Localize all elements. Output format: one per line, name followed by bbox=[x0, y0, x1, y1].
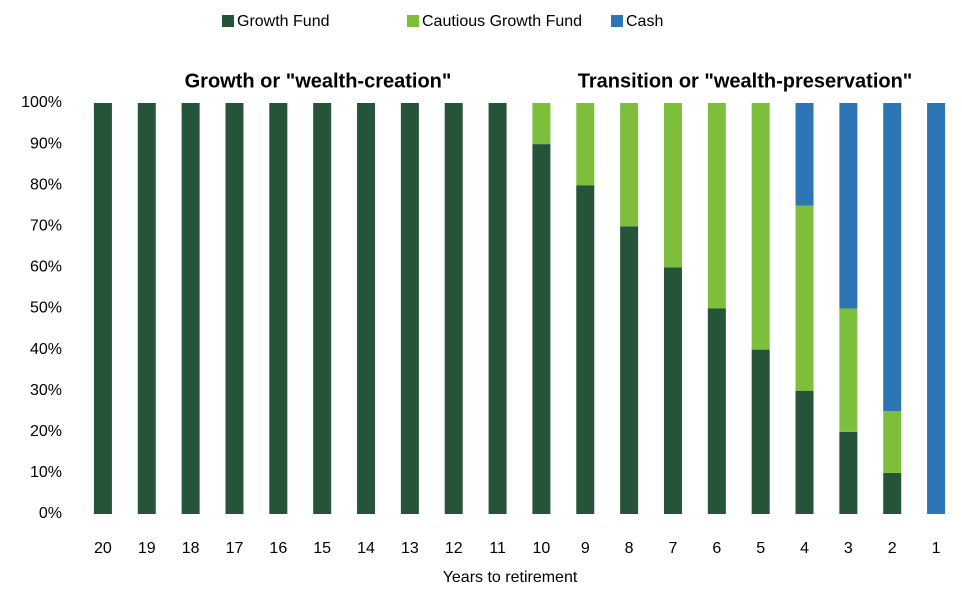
bar-segment bbox=[839, 431, 858, 514]
x-tick-label: 19 bbox=[138, 540, 156, 557]
x-tick-label: 4 bbox=[800, 540, 809, 557]
x-tick-label: 8 bbox=[625, 540, 634, 557]
bar-segment bbox=[269, 103, 288, 514]
bar-segment bbox=[751, 349, 770, 514]
bar-segment bbox=[839, 308, 858, 432]
bar-segment bbox=[181, 103, 200, 514]
y-tick-label: 50% bbox=[30, 300, 62, 317]
y-tick-label: 70% bbox=[30, 218, 62, 235]
annotation: Transition or "wealth-preservation" bbox=[578, 70, 913, 92]
bar-segment bbox=[707, 103, 726, 309]
bar-segment bbox=[751, 103, 770, 350]
bar-segment bbox=[839, 103, 858, 309]
bar-segment bbox=[620, 103, 639, 227]
legend-label: Growth Fund bbox=[237, 13, 329, 30]
bar-segment bbox=[357, 103, 376, 514]
bar-segment bbox=[137, 103, 156, 514]
x-tick-label: 20 bbox=[94, 540, 112, 557]
x-tick-label: 7 bbox=[669, 540, 678, 557]
legend-label: Cash bbox=[626, 13, 663, 30]
y-tick-label: 100% bbox=[21, 94, 62, 111]
x-tick-label: 9 bbox=[581, 540, 590, 557]
bar-segment bbox=[576, 185, 595, 514]
y-tick-label: 10% bbox=[30, 464, 62, 481]
legend-swatch bbox=[407, 15, 419, 27]
bar-segment bbox=[707, 308, 726, 514]
bar-segment bbox=[883, 103, 902, 412]
annotation: Growth or "wealth-creation" bbox=[185, 70, 452, 92]
x-tick-label: 17 bbox=[226, 540, 244, 557]
bar-segment bbox=[663, 103, 682, 268]
x-tick-label: 3 bbox=[844, 540, 853, 557]
x-tick-label: 14 bbox=[357, 540, 375, 557]
y-tick-label: 40% bbox=[30, 341, 62, 358]
x-tick-label: 12 bbox=[445, 540, 463, 557]
legend-swatch bbox=[611, 15, 623, 27]
x-tick-label: 11 bbox=[489, 540, 506, 557]
bar-segment bbox=[488, 103, 507, 514]
bar-segment bbox=[795, 205, 814, 391]
bar-segment bbox=[620, 226, 639, 515]
bar-segment bbox=[883, 472, 902, 514]
x-tick-label: 13 bbox=[401, 540, 419, 557]
legend-swatch bbox=[222, 15, 234, 27]
y-tick-label: 20% bbox=[30, 423, 62, 440]
legend-label: Cautious Growth Fund bbox=[422, 13, 582, 30]
bar-segment bbox=[532, 103, 551, 145]
bar-segment bbox=[225, 103, 244, 514]
bar-segment bbox=[576, 103, 595, 186]
x-tick-label: 2 bbox=[888, 540, 897, 557]
bar-segment bbox=[663, 267, 682, 514]
x-axis-title: Years to retirement bbox=[443, 569, 578, 586]
x-tick-label: 18 bbox=[182, 540, 200, 557]
x-tick-label: 15 bbox=[313, 540, 331, 557]
y-tick-label: 90% bbox=[30, 135, 62, 152]
bar-segment bbox=[532, 144, 551, 514]
bar-segment bbox=[795, 103, 814, 206]
bar-segment bbox=[927, 103, 946, 514]
x-tick-label: 10 bbox=[533, 540, 551, 557]
y-tick-label: 30% bbox=[30, 382, 62, 399]
x-tick-label: 16 bbox=[269, 540, 287, 557]
bar-segment bbox=[313, 103, 332, 514]
bar-segment bbox=[444, 103, 463, 514]
x-tick-label: 5 bbox=[756, 540, 765, 557]
bar-segment bbox=[400, 103, 419, 514]
x-tick-label: 1 bbox=[932, 540, 941, 557]
bar-segment bbox=[93, 103, 112, 514]
y-tick-label: 0% bbox=[39, 505, 62, 522]
bar-segment bbox=[795, 390, 814, 514]
x-tick-label: 6 bbox=[712, 540, 721, 557]
bar-segment bbox=[883, 411, 902, 473]
y-tick-label: 80% bbox=[30, 176, 62, 193]
y-tick-label: 60% bbox=[30, 259, 62, 276]
